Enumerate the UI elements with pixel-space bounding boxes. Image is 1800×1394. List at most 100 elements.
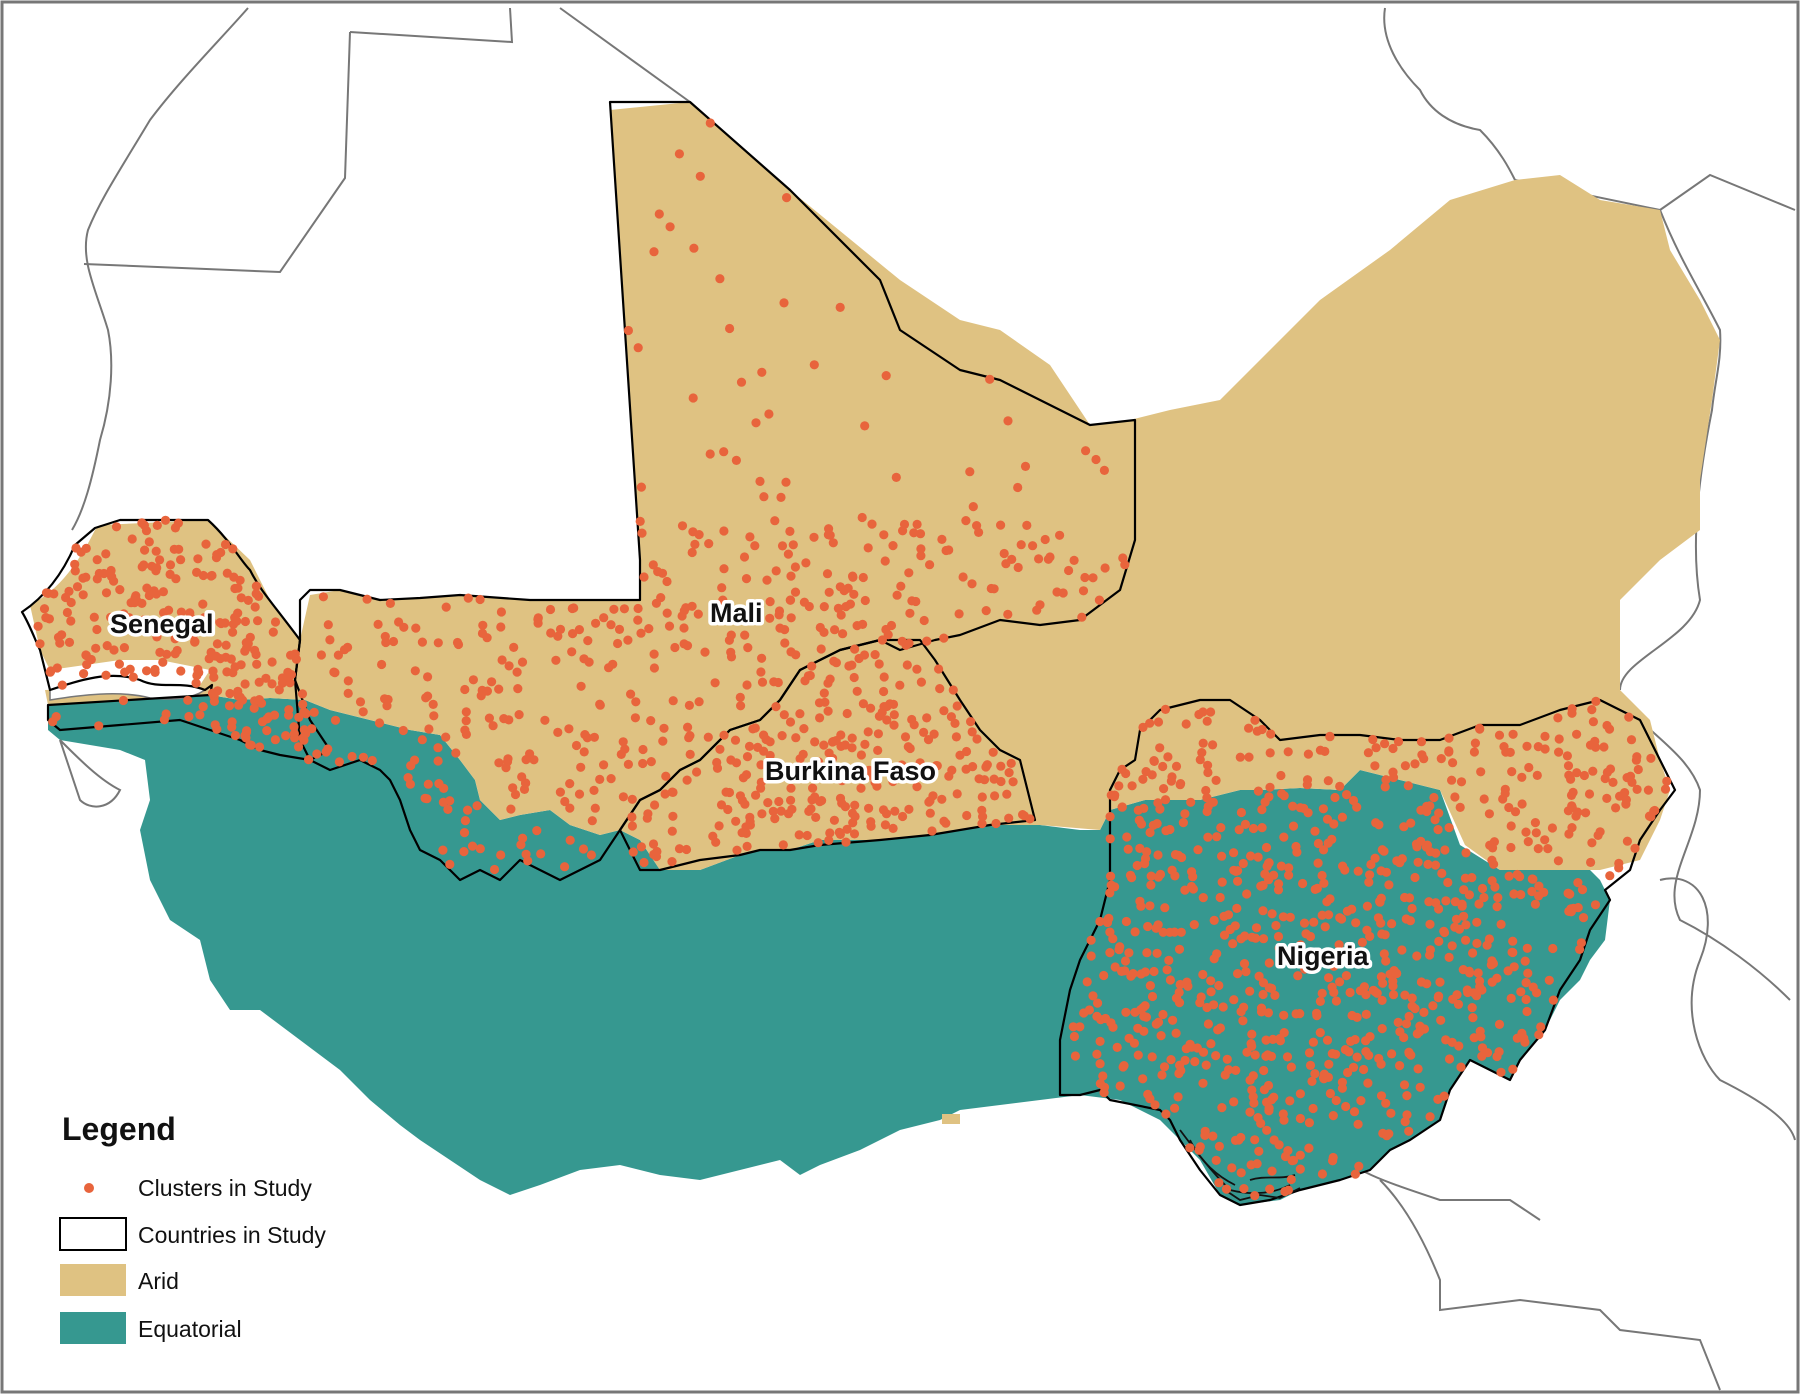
cluster-point [1274, 943, 1284, 953]
cluster-point [1286, 1174, 1296, 1185]
cluster-point [209, 696, 219, 707]
cluster-point [742, 841, 752, 852]
cluster-point [1308, 1037, 1318, 1047]
cluster-point [1211, 1051, 1221, 1061]
cluster-point [831, 658, 842, 668]
cluster-point [819, 627, 829, 638]
cluster-point [932, 761, 942, 771]
guinea-bissau-coast [59, 739, 122, 808]
cluster-point [204, 654, 214, 664]
cluster-point [1247, 1029, 1257, 1039]
cluster-point [1277, 789, 1287, 799]
cluster-point [381, 637, 391, 648]
cluster-point [438, 797, 448, 807]
cluster-point [1304, 1143, 1314, 1153]
cluster-point [656, 593, 666, 603]
cluster-point [165, 560, 176, 570]
cluster-point [1201, 1060, 1211, 1070]
cluster-point [732, 845, 742, 855]
cluster-point [92, 555, 102, 565]
cluster-point [1170, 1103, 1180, 1113]
cluster-point [1248, 823, 1259, 834]
cluster-point [441, 732, 451, 742]
cluster-point [990, 791, 1000, 801]
cluster-point [922, 636, 932, 646]
cluster-point [838, 629, 848, 639]
cluster-point [723, 804, 733, 815]
cluster-point [1112, 1042, 1122, 1052]
cluster-point [270, 735, 280, 745]
cluster-point [1508, 1064, 1518, 1074]
cluster-point [173, 518, 183, 528]
cluster-point [198, 702, 208, 712]
cluster-point [1395, 858, 1405, 868]
cluster-point [460, 816, 470, 826]
cluster-point [889, 720, 899, 730]
cluster-point [1456, 777, 1467, 787]
cluster-point [924, 797, 934, 807]
cluster-point [1581, 808, 1591, 818]
cluster-point [284, 710, 294, 720]
cluster-point [1447, 775, 1457, 785]
cluster-point [1124, 1033, 1134, 1043]
cluster-point [1250, 715, 1260, 725]
cluster-point [1500, 784, 1510, 794]
cluster-point [211, 651, 221, 661]
cluster-point [398, 725, 408, 736]
cluster-point [1153, 717, 1164, 727]
cluster-point [771, 702, 781, 712]
cluster-point [900, 732, 911, 742]
cluster-point [1444, 1054, 1455, 1064]
cluster-point [815, 713, 825, 723]
cluster-point [650, 800, 660, 810]
cluster-point [935, 684, 945, 694]
cluster-point [130, 593, 140, 604]
cluster-point [1135, 843, 1145, 854]
cluster-point [867, 519, 877, 529]
cluster-point [1460, 873, 1470, 883]
cluster-point [152, 520, 162, 531]
cluster-point [1149, 966, 1159, 977]
cluster-point [1444, 746, 1454, 756]
cluster-point [881, 371, 891, 381]
cluster-point [1149, 756, 1159, 766]
cluster-point [233, 583, 243, 593]
cluster-point [312, 749, 322, 759]
cluster-point [1241, 967, 1251, 977]
cluster-point [1267, 1166, 1277, 1176]
cluster-point [1202, 793, 1212, 803]
cluster-point [1346, 1036, 1356, 1046]
cluster-point [170, 634, 180, 644]
cluster-point [919, 727, 929, 738]
cluster-point [1265, 1184, 1275, 1194]
cluster-point [1236, 1168, 1246, 1178]
cluster-point [1316, 956, 1326, 966]
cluster-point [1288, 801, 1298, 811]
cluster-point [996, 520, 1006, 530]
cluster-point [251, 589, 261, 599]
cluster-point [1328, 1111, 1338, 1121]
cluster-point [1180, 809, 1190, 819]
cluster-point [1298, 878, 1308, 889]
cluster-point [1444, 823, 1454, 833]
cluster-point [623, 635, 633, 645]
cluster-point [1242, 1047, 1252, 1057]
cluster-point [769, 677, 779, 687]
cluster-point [873, 745, 883, 756]
cluster-point [1325, 1088, 1335, 1099]
cluster-point [1258, 906, 1268, 916]
cluster-point [394, 617, 404, 627]
cluster-point [251, 649, 261, 660]
cluster-point [309, 707, 319, 718]
cluster-point [91, 643, 101, 653]
cluster-point [1153, 850, 1163, 860]
cluster-point [644, 624, 654, 634]
cluster-point [1295, 1164, 1305, 1174]
cluster-point [1269, 1092, 1279, 1102]
cluster-point [150, 664, 160, 675]
cluster-point [1566, 907, 1576, 917]
cluster-point [1494, 730, 1505, 740]
cluster-point [874, 659, 884, 669]
cluster-point [1327, 834, 1337, 845]
cluster-point [1280, 1186, 1290, 1197]
